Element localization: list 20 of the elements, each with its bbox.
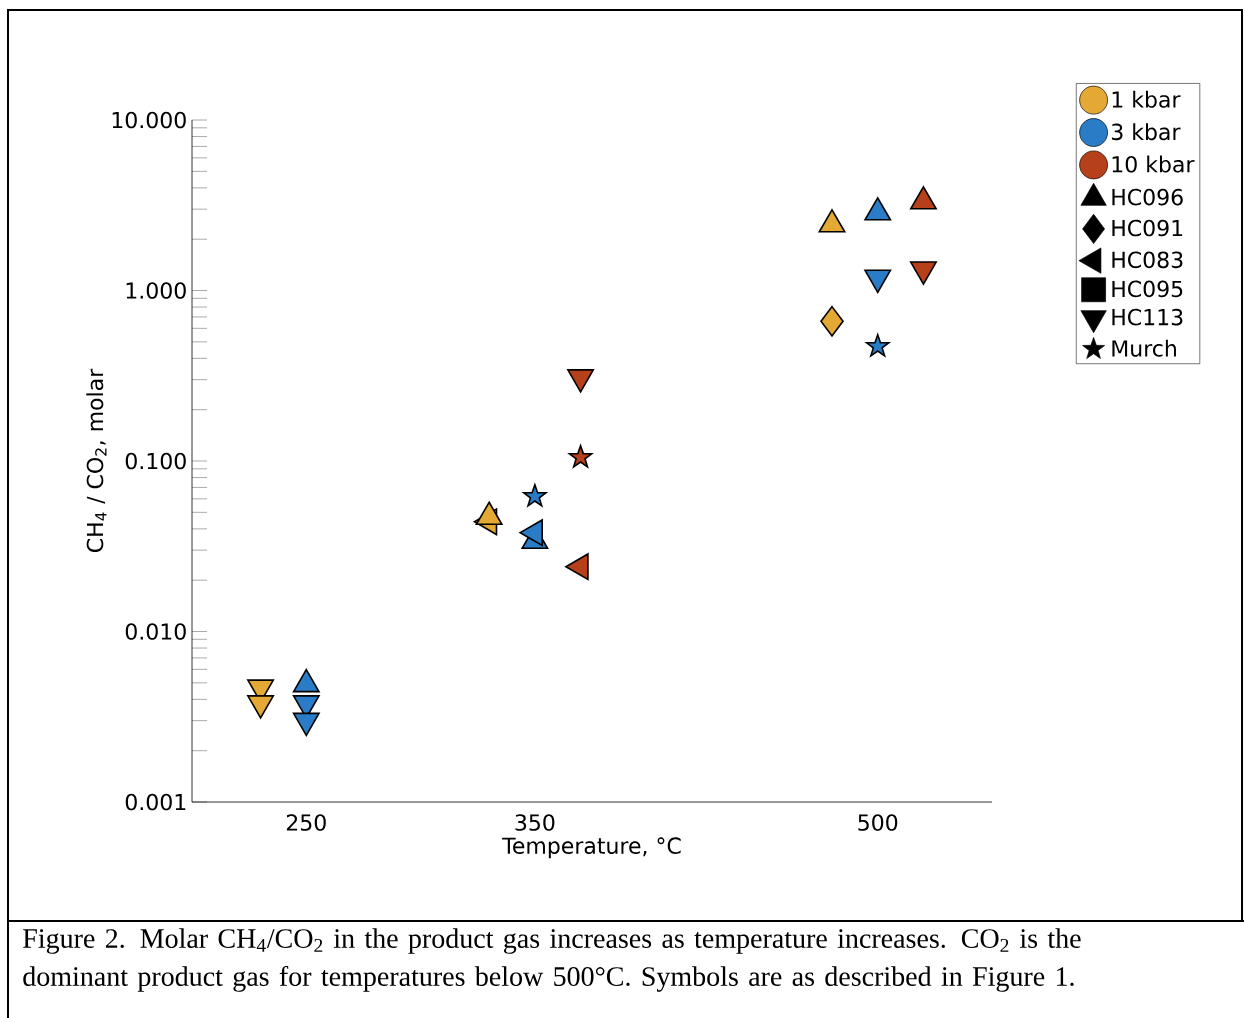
- y-tick-label: 10.000: [112, 111, 186, 129]
- caption: Figure 2. Molar CH$_{4}$/CO$_{2}$ in the product gas increases as temperature increases. CO$_{2}$ is the dominant product gas for temperatures below 500°C. Symbols are as described in Figure 1.: [23, 928, 1081, 992]
- y-axis-title: CH$_{4}$ / CO$_{2}$, molar: [86, 368, 107, 552]
- x-axis-title: Temperature, °C: [502, 837, 681, 859]
- x-tick-label: 250: [286, 814, 326, 831]
- legend-label: 1 kbar: [1112, 90, 1181, 108]
- legend-label: HC095: [1112, 280, 1183, 298]
- y-tick-label: 1.000: [126, 282, 186, 299]
- y-tick-label: 0.010: [125, 623, 186, 640]
- legend-label: HC096: [1112, 188, 1183, 206]
- legend-label: Murch: [1112, 339, 1176, 357]
- y-tick-label: 0.001: [125, 793, 186, 811]
- legend-label: HC113: [1112, 308, 1183, 326]
- legend-label: 10 kbar: [1112, 155, 1195, 173]
- legend-label: HC091: [1112, 219, 1183, 237]
- y-tick-label: 0.100: [125, 452, 186, 470]
- x-tick-label: 350: [515, 814, 555, 831]
- x-tick-label: 500: [858, 814, 898, 831]
- legend-label: 3 kbar: [1111, 123, 1181, 141]
- legend-label: HC083: [1112, 251, 1183, 269]
